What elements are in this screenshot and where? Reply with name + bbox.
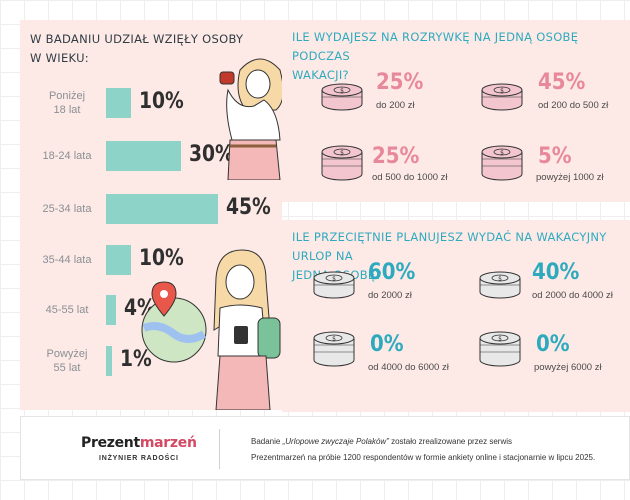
age-group-label: Poniżej 18 lat [48,90,86,116]
age-bar [106,88,131,118]
stat-value: 40% [532,260,580,285]
coin-stack-icon: $ [320,76,364,117]
stat-value: 45% [538,70,586,95]
svg-text:$: $ [332,336,336,343]
stat-value: 5% [538,144,572,169]
coin-stack-icon: $ [478,264,522,305]
svg-text:$: $ [340,150,344,157]
stat-description: do 200 zł [376,100,415,111]
stat-value: 60% [368,260,416,285]
coin-stack-icon: $ [480,140,524,187]
age-percent: 45% [226,195,271,220]
stat-description: od 4000 do 6000 zł [368,362,449,373]
svg-text:$: $ [498,336,502,343]
age-bar [106,194,218,224]
age-bar [106,141,181,171]
brand-logo: Prezentmarzeń [81,435,197,451]
entertainment-heading: Ile wydajesz na rozrywkę na jedną osobę … [292,30,579,82]
stat-value: 0% [370,332,404,357]
stat-value: 25% [376,70,424,95]
age-group-label: 18-24 lata [42,150,92,162]
footer-text-line1: Badanie „Urlopowe zwyczaje Polaków” zost… [251,437,513,446]
footer-divider [219,429,220,469]
age-percent: 30% [188,142,234,167]
stat-value: 0% [536,332,570,357]
svg-text:$: $ [500,150,504,157]
vacation-panel: Ile przeciętnie planujesz wydać na wakac… [282,220,630,412]
svg-text:$: $ [500,88,504,95]
coin-stack-icon: $ [480,76,524,117]
age-percent: 10% [138,89,184,114]
map-pin-illustration [141,281,207,363]
svg-text:$: $ [498,276,502,283]
stat-description: od 500 do 1000 zł [372,172,448,183]
coin-stack-icon: $ [478,326,522,373]
footer: Prezentmarzeń INŻYNIER RADOŚCI Badanie „… [20,416,630,480]
stat-value: 25% [372,144,420,169]
svg-text:$: $ [340,88,344,95]
stat-description: od 200 do 500 zł [538,100,609,111]
footer-text-line2: Prezentmarzeń na próbie 1200 respondentó… [251,453,596,462]
age-bar [106,245,131,275]
age-group-label: 25-34 lata [42,203,92,215]
woman-drinking-illustration [219,58,284,180]
woman-phone-illustration [213,249,281,410]
age-group-label: 35-44 lata [42,254,92,266]
age-heading: W badaniu udział wzięły osoby w wieku: [30,32,244,65]
age-group-label: Powyżej 55 lat [46,348,88,374]
coin-stack-icon: $ [312,264,356,305]
stat-description: powyżej 6000 zł [534,362,602,373]
stat-description: do 2000 zł [368,290,412,301]
age-percent: 10% [138,246,184,271]
svg-text:$: $ [332,276,336,283]
age-panel: W badaniu udział wzięły osoby w wieku: P… [20,20,284,410]
stat-description: powyżej 1000 zł [536,172,604,183]
age-bar [106,346,112,376]
age-bar [106,295,116,325]
brand-tagline: INŻYNIER RADOŚCI [99,455,179,462]
coin-stack-icon: $ [320,140,364,187]
stat-description: od 2000 do 4000 zł [532,290,613,301]
entertainment-panel: Ile wydajesz na rozrywkę na jedną osobę … [282,20,630,202]
coin-stack-icon: $ [312,326,356,373]
age-percent: 1% [120,347,152,372]
age-group-label: 45-55 lat [45,304,89,316]
